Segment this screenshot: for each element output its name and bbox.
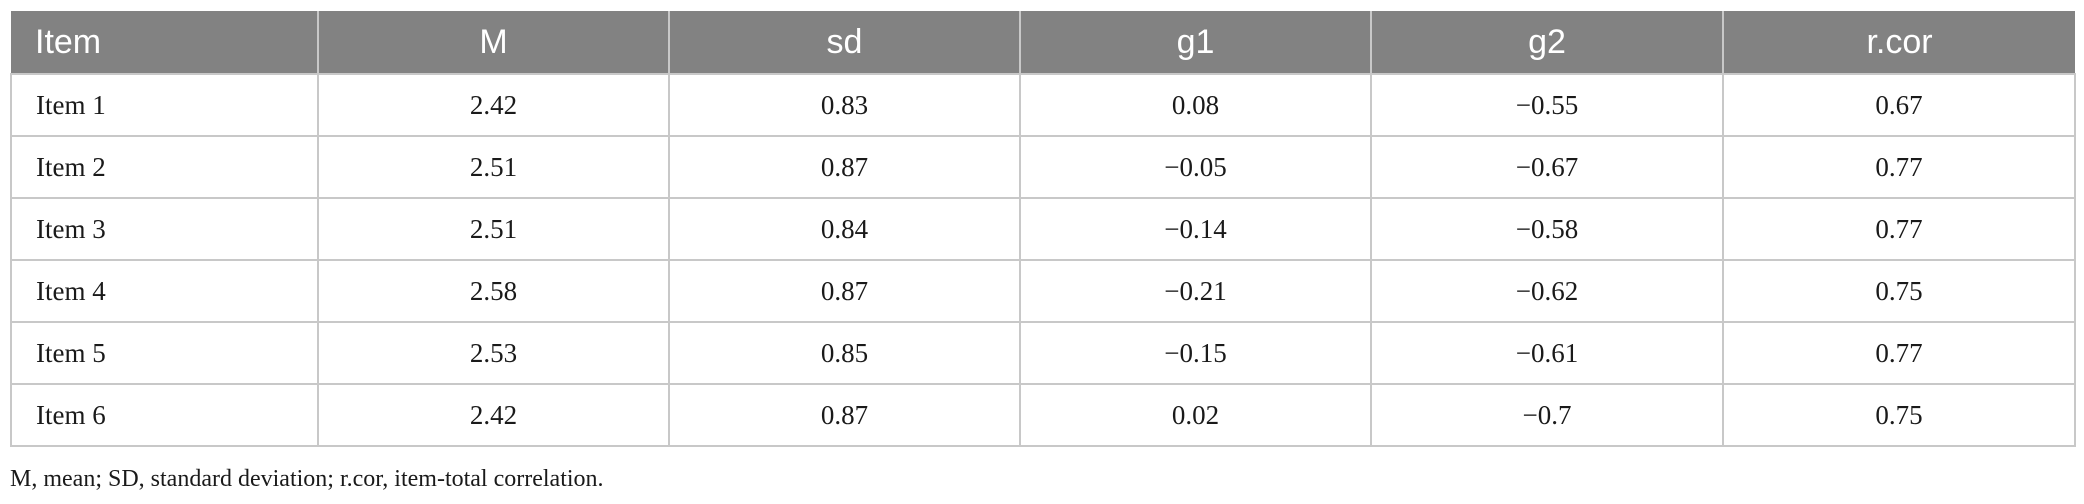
cell-rcor: 0.75 [1722,259,2076,323]
table-row: Item 2 2.51 0.87 −0.05 −0.67 0.77 [10,135,2076,199]
column-header-g2: g2 [1370,11,1724,75]
cell-sd: 0.87 [668,383,1021,447]
column-header-rcor: r.cor [1722,11,2075,75]
cell-g2: −0.61 [1370,321,1724,385]
table-row: Item 1 2.42 0.83 0.08 −0.55 0.67 [10,73,2076,137]
cell-mean: 2.58 [317,259,670,323]
column-header-item: Item [11,11,319,75]
cell-g1: −0.14 [1019,197,1372,261]
cell-rcor: 0.77 [1722,197,2076,261]
table-row: Item 4 2.58 0.87 −0.21 −0.62 0.75 [10,259,2076,323]
table-row: Item 6 2.42 0.87 0.02 −0.7 0.75 [10,383,2076,447]
cell-g1: −0.05 [1019,135,1372,199]
cell-item: Item 4 [10,259,319,323]
cell-rcor: 0.75 [1722,383,2076,447]
cell-rcor: 0.77 [1722,321,2076,385]
cell-sd: 0.84 [668,197,1021,261]
column-header-sd: sd [668,11,1021,75]
cell-item: Item 5 [10,321,319,385]
cell-mean: 2.42 [317,383,670,447]
cell-sd: 0.87 [668,259,1021,323]
table-body: Item 1 2.42 0.83 0.08 −0.55 0.67 Item 2 … [10,73,2076,447]
cell-sd: 0.85 [668,321,1021,385]
cell-rcor: 0.67 [1722,73,2076,137]
column-header-mean: M [317,11,670,75]
header-row: Item M sd g1 g2 r.cor [11,11,2075,75]
table-row: Item 5 2.53 0.85 −0.15 −0.61 0.77 [10,321,2076,385]
cell-g2: −0.58 [1370,197,1724,261]
table-footnote: M, mean; SD, standard deviation; r.cor, … [10,466,604,492]
cell-mean: 2.53 [317,321,670,385]
cell-g2: −0.7 [1370,383,1724,447]
cell-rcor: 0.77 [1722,135,2076,199]
cell-g1: −0.15 [1019,321,1372,385]
cell-g2: −0.67 [1370,135,1724,199]
cell-g2: −0.55 [1370,73,1724,137]
cell-item: Item 3 [10,197,319,261]
cell-item: Item 1 [10,73,319,137]
cell-mean: 2.51 [317,135,670,199]
cell-g1: 0.02 [1019,383,1372,447]
column-header-g1: g1 [1019,11,1372,75]
cell-g1: −0.21 [1019,259,1372,323]
cell-g2: −0.62 [1370,259,1724,323]
cell-mean: 2.51 [317,197,670,261]
cell-sd: 0.83 [668,73,1021,137]
item-statistics-table: Item M sd g1 g2 r.cor Item 1 2.42 0.83 0… [10,11,2076,447]
table-row: Item 3 2.51 0.84 −0.14 −0.58 0.77 [10,197,2076,261]
cell-sd: 0.87 [668,135,1021,199]
cell-mean: 2.42 [317,73,670,137]
statistics-table-container: Item M sd g1 g2 r.cor Item 1 2.42 0.83 0… [10,11,2076,447]
cell-item: Item 6 [10,383,319,447]
cell-item: Item 2 [10,135,319,199]
cell-g1: 0.08 [1019,73,1372,137]
table-header: Item M sd g1 g2 r.cor [11,11,2075,75]
